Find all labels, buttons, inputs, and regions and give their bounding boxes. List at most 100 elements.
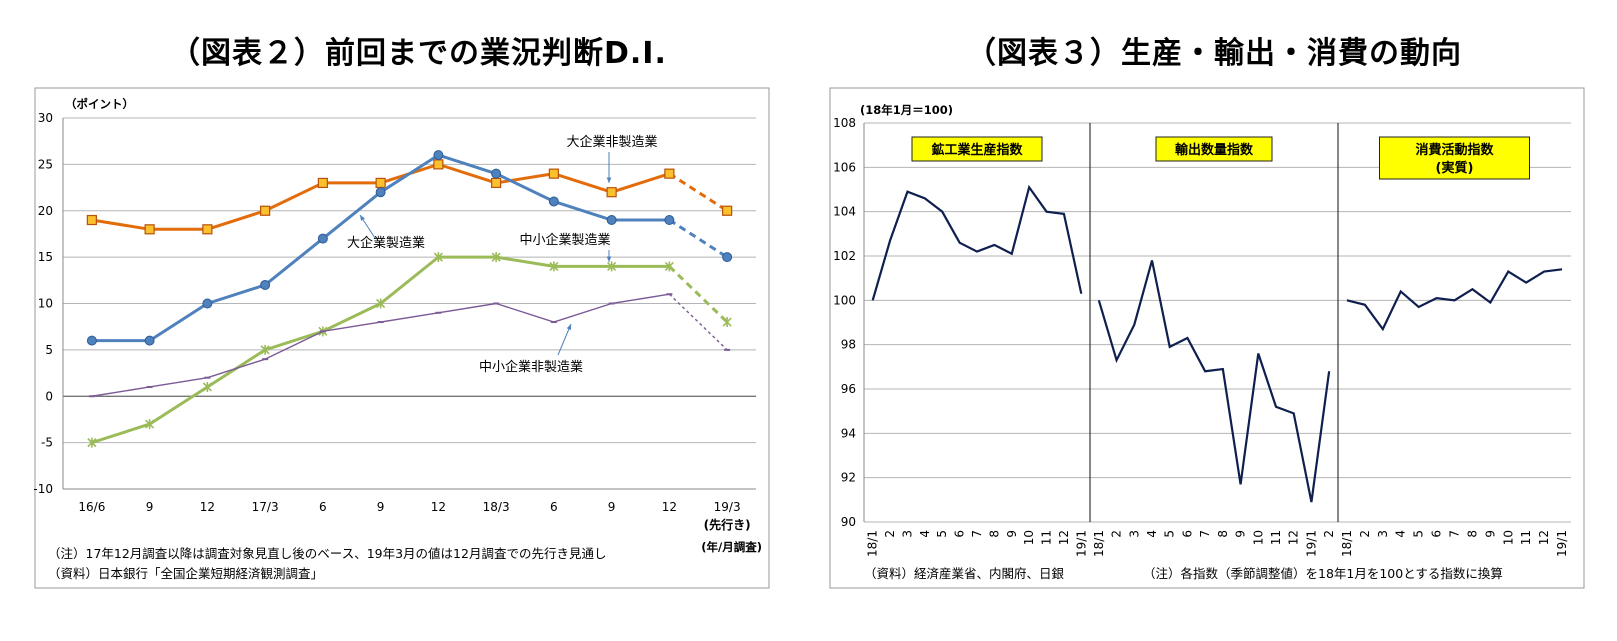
left-point-x: [433, 252, 443, 263]
left-y-tick-label: 25: [38, 157, 53, 171]
right-x-tick-label: 10: [1251, 530, 1265, 545]
left-point-square: [260, 205, 271, 216]
right-panel-line-1: [1097, 260, 1331, 503]
right-x-tick-label: 9: [1005, 530, 1019, 538]
left-y-tick-label: 5: [45, 343, 53, 357]
right-x-tick-label: 10: [1022, 530, 1036, 545]
left-note: （注）17年12月調査以降は調査対象見直し後のベース、19年3月の値は12月調査…: [48, 546, 606, 561]
left-point-circle: [375, 187, 386, 198]
left-point-x: [376, 298, 386, 309]
right-x-tick-label: 9: [1483, 530, 1497, 538]
left-x-tick-label: 12: [431, 500, 446, 514]
left-series-label-arrowhead: [360, 215, 365, 221]
right-x-tick-label: 6: [1180, 530, 1194, 538]
left-point-x: [145, 419, 155, 430]
right-y-tick-label: 108: [833, 116, 856, 130]
right-x-tick-label: 19/1: [1555, 530, 1569, 557]
left-y-tick-label: 10: [38, 297, 53, 311]
left-x-tick-label: 9: [377, 500, 385, 514]
right-x-tick-label: 2: [883, 530, 897, 538]
right-x-tick-label: 19/1: [1304, 530, 1318, 557]
left-x-tick-label: 6: [550, 500, 558, 514]
left-point-square: [548, 168, 559, 179]
left-point-circle: [606, 215, 617, 226]
left-y-tick-label: 15: [38, 250, 53, 264]
left-point-circle: [491, 168, 502, 179]
right-x-tick-label: 12: [1537, 530, 1551, 545]
left-point-square: [606, 187, 617, 198]
left-point-x: [87, 437, 97, 448]
left-point-x: [491, 252, 501, 263]
left-point-square: [202, 224, 213, 235]
left-point-square: [491, 177, 502, 189]
left-series-label-arrow: [557, 323, 572, 356]
left-point-square: [375, 177, 386, 189]
right-x-tick-label: 3: [900, 530, 914, 538]
right-panel-name-box: [1155, 136, 1273, 162]
left-point-square: [317, 177, 328, 189]
left-y-axis-label: （ポイント）: [65, 97, 134, 111]
right-y-tick-label: 106: [833, 160, 856, 174]
left-x-axis-label: (年/月調査): [701, 540, 762, 554]
right-x-tick-label: 3: [1376, 530, 1390, 538]
left-point-square: [433, 159, 444, 170]
right-x-tick-label: 11: [1040, 530, 1054, 545]
right-x-tick-label: 18/1: [866, 530, 880, 557]
right-y-tick-label: 90: [841, 515, 856, 529]
left-y-tick-label: -10: [33, 482, 53, 496]
right-x-tick-label: 10: [1501, 530, 1515, 545]
left-series-label: 大企業製造業: [347, 235, 425, 251]
left-y-tick-label: 20: [38, 204, 53, 218]
left-point-circle: [433, 150, 444, 161]
left-series-label-arrowhead: [566, 324, 572, 330]
right-y-tick-label: 96: [841, 382, 856, 396]
left-series-forecast-line-3: [668, 293, 728, 351]
right-x-tick-label: 12: [1057, 530, 1071, 545]
right-source: （資料）経済産業省、内閣府、日銀: [864, 566, 1065, 581]
left-x-tick-label: 12: [662, 500, 677, 514]
right-x-tick-label: 18/1: [1092, 530, 1106, 557]
left-series-label: 大企業非製造業: [566, 134, 657, 150]
right-x-tick-label: 11: [1519, 530, 1533, 545]
right-x-tick-label: 7: [1448, 530, 1462, 538]
left-x-tick-label: 19/3: [714, 500, 741, 514]
right-chart-title: （図表３）生産・輸出・消費の動向: [966, 36, 1462, 71]
right-x-tick-label: 3: [1127, 530, 1141, 538]
right-y-tick-label: 98: [841, 338, 856, 352]
right-x-tick-label: 4: [1394, 530, 1408, 538]
right-panel-name: (実質): [1436, 160, 1474, 176]
left-series-label: 中小企業非製造業: [479, 359, 583, 375]
right-x-tick-label: 4: [918, 530, 932, 538]
left-x-tick-label: 12: [200, 500, 215, 514]
left-source: （資料）日本銀行「全国企業短期経済観測調査」: [48, 566, 323, 581]
left-point-circle: [548, 196, 559, 207]
left-x-tick-sublabel: (先行き): [704, 517, 751, 532]
right-x-tick-label: 7: [1198, 530, 1212, 538]
left-point-square: [722, 205, 733, 216]
left-x-tick-label: 9: [608, 500, 616, 514]
left-point-circle: [722, 252, 733, 263]
right-x-tick-label: 11: [1269, 530, 1283, 545]
right-x-tick-label: 7: [970, 530, 984, 538]
left-point-circle: [202, 298, 213, 309]
right-x-tick-label: 2: [1358, 530, 1372, 538]
right-x-tick-label: 12: [1287, 530, 1301, 545]
left-series-label: 中小企業製造業: [519, 232, 610, 248]
left-y-tick-label: 0: [45, 389, 53, 403]
right-x-tick-label: 8: [1216, 530, 1230, 538]
left-point-square: [144, 224, 155, 235]
left-x-tick-label: 16/6: [78, 500, 105, 514]
right-x-tick-label: 6: [953, 530, 967, 538]
left-chart-frame: [34, 87, 770, 589]
right-x-tick-label: 8: [1465, 530, 1479, 538]
right-note: （注）各指数（季節調整値）を18年1月を100とする指数に換算: [1143, 566, 1503, 581]
right-panel-name: 輸出数量指数: [1175, 142, 1254, 158]
right-x-tick-label: 4: [1145, 530, 1159, 538]
left-point-x: [722, 317, 732, 328]
left-point-x: [260, 344, 270, 355]
left-x-tick-label: 17/3: [252, 500, 279, 514]
left-point-circle: [260, 279, 271, 290]
right-x-tick-label: 2: [1322, 530, 1336, 538]
right-x-tick-label: 2: [1110, 530, 1124, 538]
